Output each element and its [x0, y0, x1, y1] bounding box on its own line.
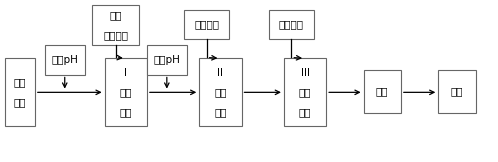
- FancyBboxPatch shape: [199, 58, 242, 126]
- FancyBboxPatch shape: [269, 10, 314, 39]
- Text: 混合: 混合: [214, 107, 227, 117]
- FancyBboxPatch shape: [438, 70, 476, 113]
- Text: 加氯化钙: 加氯化钙: [103, 30, 128, 40]
- FancyBboxPatch shape: [45, 45, 85, 75]
- FancyBboxPatch shape: [147, 45, 187, 75]
- Text: 废水: 废水: [13, 78, 26, 88]
- FancyBboxPatch shape: [105, 58, 147, 126]
- Text: 加絮凝剂: 加絮凝剂: [279, 19, 304, 29]
- Text: 反应: 反应: [120, 87, 132, 97]
- Text: 调节pH: 调节pH: [51, 55, 78, 65]
- Text: 混合: 混合: [120, 107, 132, 117]
- FancyBboxPatch shape: [5, 58, 35, 126]
- FancyBboxPatch shape: [364, 70, 401, 113]
- Text: II: II: [217, 68, 224, 78]
- Text: 含氟: 含氟: [13, 97, 26, 107]
- FancyBboxPatch shape: [184, 10, 229, 39]
- Text: 溶液: 溶液: [110, 10, 122, 20]
- Text: 加混凝剂: 加混凝剂: [194, 19, 219, 29]
- Text: 混合: 混合: [299, 107, 311, 117]
- Text: 反应: 反应: [214, 87, 227, 97]
- FancyBboxPatch shape: [92, 5, 139, 45]
- Text: 反应: 反应: [299, 87, 311, 97]
- Text: I: I: [124, 68, 127, 78]
- FancyBboxPatch shape: [284, 58, 326, 126]
- Text: 沉淀: 沉淀: [376, 87, 388, 97]
- Text: III: III: [300, 68, 310, 78]
- Text: 出水: 出水: [451, 87, 463, 97]
- Text: 调节pH: 调节pH: [153, 55, 180, 65]
